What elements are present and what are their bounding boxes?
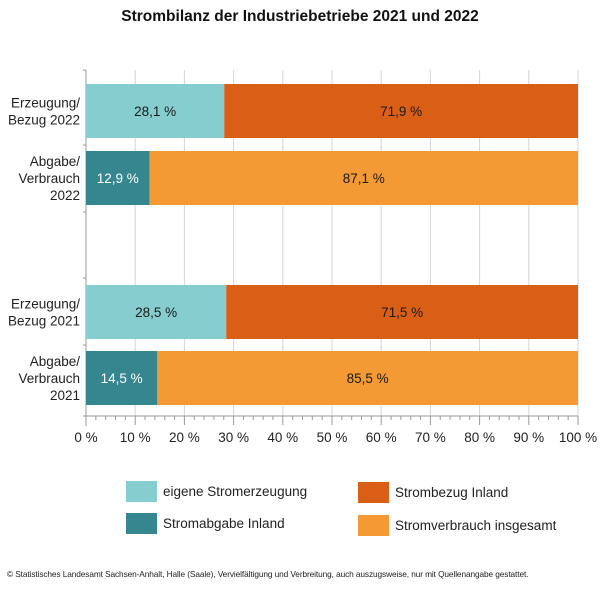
bar-segment-strombezug-inland (226, 285, 578, 339)
bar-segment-stromabgabe-inland (86, 351, 158, 405)
data-label: 87,1 % (343, 171, 385, 186)
bar-segment-stromverbrauch-insgesamt (149, 151, 578, 205)
x-tick-label: 0 % (74, 430, 97, 445)
bar-segment-eigene-stromerzeugung (86, 84, 225, 138)
bar-chart: 0 % 10 % 20 % 30 % 40 % 50 % 60 % 70 % 80 % 90 % 1… (8, 69, 597, 445)
category-label: Bezug 2021 (8, 314, 80, 329)
x-tick-label: 50 % (317, 430, 348, 445)
data-label: 85,5 % (347, 371, 389, 386)
category-label: Abgabe/ (30, 354, 81, 369)
category-label: Erzeugung/ (11, 297, 80, 312)
category-label: Verbrauch (18, 371, 80, 386)
data-label: 14,5 % (101, 371, 143, 386)
data-label: 12,9 % (97, 171, 139, 186)
bar-segment-stromverbrauch-insgesamt (157, 351, 578, 405)
bar-segment-stromabgabe-inland (86, 151, 150, 205)
data-label: 28,1 % (134, 104, 176, 119)
category-label: 2022 (50, 188, 80, 203)
legend-swatch (358, 515, 389, 536)
x-tick-label: 100 % (559, 430, 597, 445)
x-tick-label: 60 % (366, 430, 397, 445)
category-label: Erzeugung/ (11, 96, 80, 111)
data-label: 71,9 % (380, 104, 422, 119)
legend-item-stromverbrauch-insgesamt: Stromverbrauch insgesamt (358, 515, 556, 536)
x-tick-label: 90 % (513, 430, 544, 445)
category-label: Verbrauch (18, 171, 80, 186)
bar-segment-strombezug-inland (224, 84, 578, 138)
x-tick-label: 80 % (464, 430, 495, 445)
x-tick-label: 70 % (415, 430, 446, 445)
copyright-footer: © Statistisches Landesamt Sachsen-Anhalt… (7, 569, 529, 579)
x-tick-label: 30 % (218, 430, 249, 445)
legend-item-stromabgabe-inland: Stromabgabe Inland (126, 513, 285, 534)
legend-label: eigene Stromerzeugung (163, 484, 308, 499)
x-tick-label: 40 % (267, 430, 298, 445)
legend-label: Strombezug Inland (395, 485, 509, 500)
legend-swatch (126, 513, 157, 534)
legend-label: Stromverbrauch insgesamt (395, 518, 557, 533)
bar-segment-eigene-stromerzeugung (86, 285, 227, 339)
legend-swatch (358, 482, 389, 503)
category-label: Abgabe/ (30, 154, 81, 169)
legend-swatch (126, 481, 157, 502)
data-label: 71,5 % (381, 305, 423, 320)
data-label: 28,5 % (135, 305, 177, 320)
category-label: Bezug 2022 (8, 113, 80, 128)
legend-label: Stromabgabe Inland (163, 516, 285, 531)
legend-item-eigene-stromerzeugung: eigene Stromerzeugung (126, 481, 307, 502)
chart-title: Strombilanz der Industriebetriebe 2021 u… (121, 8, 479, 25)
category-label: 2021 (50, 388, 80, 403)
x-tick-label: 20 % (169, 430, 200, 445)
legend-item-strombezug-inland: Strombezug Inland (358, 482, 508, 503)
x-tick-label: 10 % (120, 430, 151, 445)
